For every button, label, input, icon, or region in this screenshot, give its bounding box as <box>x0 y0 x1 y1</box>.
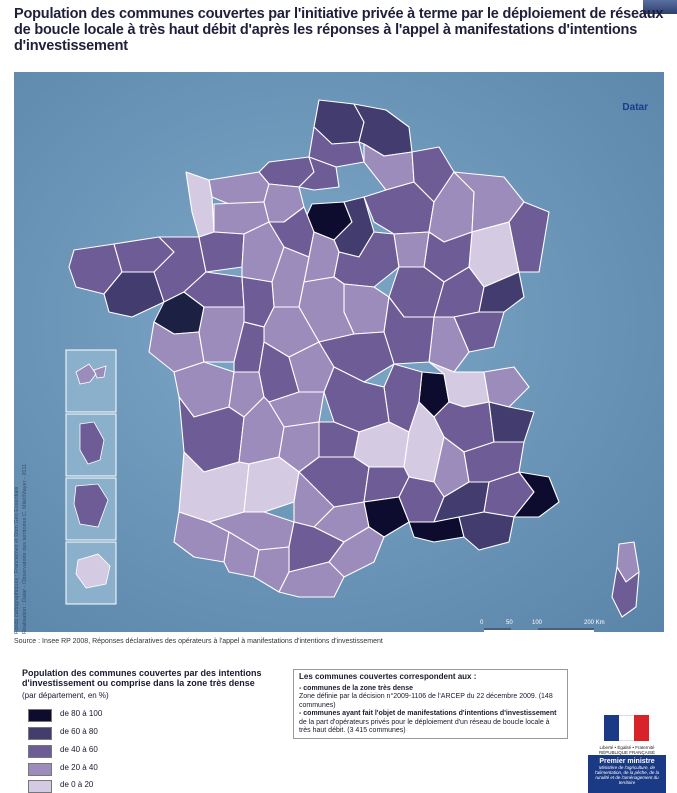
region-calvados <box>208 171 270 205</box>
coverage-heading: Les communes couvertes correspondent aux… <box>299 672 477 681</box>
coverage-item1-title: - communes de la zone très dense <box>299 684 413 692</box>
datar-logo: Datar <box>622 102 648 113</box>
inset-guadeloupe <box>75 363 107 385</box>
credits-line-2: Réalisation : Datar - Observatoire des t… <box>22 463 28 634</box>
region-haute-savoie <box>483 366 530 408</box>
coverage-item1-text: Zone définie par la décision n°2009-1106… <box>299 693 553 709</box>
legend-label: de 80 à 100 <box>60 709 103 718</box>
credits-line-1: Fonds cartographiques : Francièmes et Do… <box>14 486 20 634</box>
region-north-east <box>353 103 413 157</box>
corner-decoration <box>643 0 677 14</box>
french-flag-icon <box>604 715 649 741</box>
inset-guyane <box>73 483 109 528</box>
coverage-item2-title: - communes ayant fait l'objet de manifes… <box>299 710 557 717</box>
region-alpes-maritimes <box>513 471 560 518</box>
legend-swatch <box>28 763 52 776</box>
legend-label: de 40 à 60 <box>60 745 98 754</box>
region-hautes-pyrenees <box>223 531 260 578</box>
inset-martinique <box>79 421 105 465</box>
region-territoire-belfort <box>478 271 525 313</box>
france-map <box>65 99 640 632</box>
coverage-box: Les communes couvertes correspondent aux… <box>293 669 568 739</box>
region-corse-du-sud <box>611 566 640 618</box>
inset-reunion <box>75 553 111 589</box>
map-area: Datar <box>14 72 664 634</box>
source-note: Source : Insee RP 2008, Réponses déclara… <box>14 638 383 645</box>
premier-ministre-logo: Liberté • Égalité • Fraternité RÉPUBLIQU… <box>588 713 666 793</box>
map-title: Population des communes couvertes par l'… <box>14 6 664 54</box>
scale-tick-0: 0 <box>480 620 484 626</box>
region-mayenne <box>198 231 245 273</box>
scale-tick-50: 50 <box>506 620 513 626</box>
region-aube <box>393 231 430 268</box>
scale-labels: 0 50 100 200 Km <box>480 620 610 628</box>
coverage-item2-text: de la part d'opérateurs privés pour le d… <box>299 718 550 735</box>
legend-title: Population des communes couvertes par de… <box>22 668 262 688</box>
region-oise <box>298 156 340 191</box>
map-credits: Fonds cartographiques : Francièmes et Do… <box>14 384 44 634</box>
legend-swatch <box>28 780 52 793</box>
region-pyrenees-orientales <box>278 561 345 598</box>
scale-tick-200: 200 Km <box>584 620 605 626</box>
region-bas-rhin <box>508 201 550 273</box>
legend-swatch <box>28 727 52 740</box>
region-manche <box>185 171 215 238</box>
region-var <box>458 511 515 551</box>
legend-swatch <box>28 745 52 758</box>
legend-label: de 20 à 40 <box>60 763 98 772</box>
legend-label: de 60 à 80 <box>60 727 98 736</box>
legend-label: de 0 à 20 <box>60 780 94 789</box>
region-herault <box>363 496 410 538</box>
overseas-insets <box>65 349 117 605</box>
republique-francaise-text: Liberté • Égalité • Fraternité RÉPUBLIQU… <box>598 745 655 755</box>
region-savoie <box>488 401 535 443</box>
legend-swatch <box>28 709 52 722</box>
premier-ministre-title: Premier ministre <box>599 758 655 765</box>
region-lot-et-garonne <box>243 456 300 513</box>
scale-tick-100: 100 <box>532 620 543 626</box>
legend-subtitle: (par département, en %) <box>22 691 109 700</box>
scale-bar <box>484 628 594 632</box>
ministere-text: Ministère de l'agriculture, de l'aliment… <box>594 765 660 785</box>
premier-ministre-block: Premier ministre Ministère de l'agricult… <box>588 755 666 793</box>
